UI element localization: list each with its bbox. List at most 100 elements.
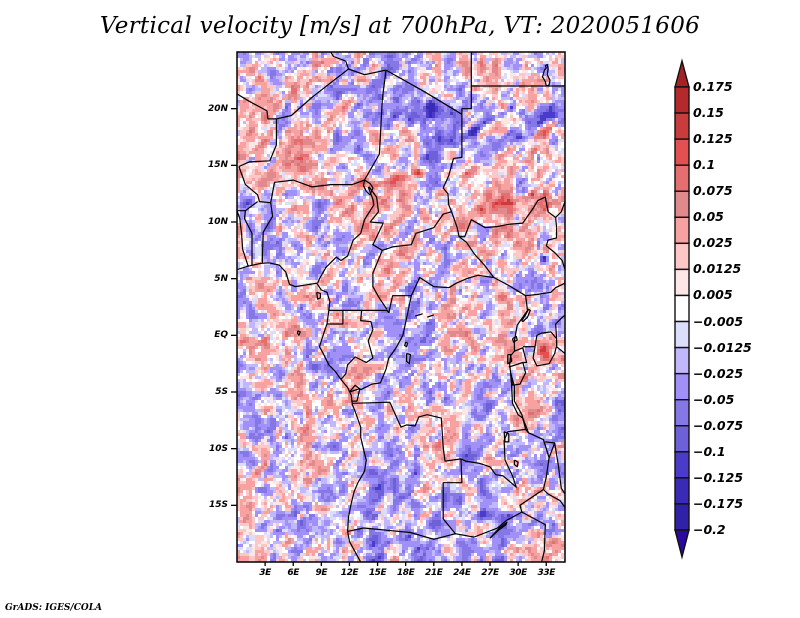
field-cell xyxy=(285,169,289,173)
field-cell xyxy=(348,142,352,146)
field-cell xyxy=(372,184,376,188)
field-cell xyxy=(390,91,394,95)
field-cell xyxy=(357,139,361,143)
field-cell xyxy=(330,181,334,185)
field-cell xyxy=(237,70,241,74)
field-cell xyxy=(465,148,469,152)
field-cell xyxy=(486,85,490,89)
field-cell xyxy=(480,67,484,71)
field-cell xyxy=(243,175,247,179)
field-cell xyxy=(552,157,556,161)
field-cell xyxy=(285,142,289,146)
field-cell xyxy=(555,160,559,164)
field-cell xyxy=(261,163,265,167)
field-cell xyxy=(342,100,346,104)
field-cell xyxy=(486,115,490,119)
field-cell xyxy=(399,103,403,107)
field-cell xyxy=(459,154,463,158)
field-cell xyxy=(540,178,544,182)
field-cell xyxy=(396,76,400,80)
field-cell xyxy=(342,151,346,155)
field-cell xyxy=(363,124,367,128)
field-cell xyxy=(516,145,520,149)
field-cell xyxy=(435,58,439,62)
field-cell xyxy=(342,184,346,188)
field-cell xyxy=(354,184,358,188)
field-cell xyxy=(534,124,538,128)
field-cell xyxy=(408,121,412,125)
field-cell xyxy=(312,55,316,59)
field-cell xyxy=(270,67,274,71)
field-cell xyxy=(474,115,478,119)
field-cell xyxy=(243,154,247,158)
field-cell xyxy=(447,73,451,77)
field-cell xyxy=(336,145,340,149)
field-cell xyxy=(528,64,532,68)
field-cell xyxy=(501,160,505,164)
field-cell xyxy=(345,163,349,167)
field-cell xyxy=(396,61,400,65)
field-cell xyxy=(522,127,526,131)
field-cell xyxy=(465,97,469,101)
field-cell xyxy=(399,172,403,176)
field-cell xyxy=(336,169,340,173)
field-cell xyxy=(270,124,274,128)
field-cell xyxy=(483,139,487,143)
field-cell xyxy=(561,64,565,68)
field-cell xyxy=(504,67,508,71)
field-cell xyxy=(438,175,442,179)
field-cell xyxy=(297,118,301,122)
field-cell xyxy=(501,67,505,71)
field-cell xyxy=(330,124,334,128)
field-cell xyxy=(423,151,427,155)
field-cell xyxy=(378,55,382,59)
field-cell xyxy=(543,91,547,95)
field-cell xyxy=(387,157,391,161)
field-cell xyxy=(372,181,376,185)
field-cell xyxy=(366,136,370,140)
field-cell xyxy=(396,124,400,128)
field-cell xyxy=(249,118,253,122)
field-cell xyxy=(408,67,412,71)
field-cell xyxy=(525,121,529,125)
field-cell xyxy=(447,88,451,92)
field-cell xyxy=(534,181,538,185)
field-cell xyxy=(501,145,505,149)
field-cell xyxy=(324,178,328,182)
field-cell xyxy=(255,91,259,95)
field-cell xyxy=(405,139,409,143)
field-cell xyxy=(558,148,562,152)
field-cell xyxy=(528,79,532,83)
field-cell xyxy=(312,73,316,77)
field-cell xyxy=(435,55,439,59)
field-cell xyxy=(447,148,451,152)
field-cell xyxy=(324,73,328,77)
field-cell xyxy=(348,130,352,134)
field-cell xyxy=(468,73,472,77)
field-cell xyxy=(372,100,376,104)
field-cell xyxy=(393,88,397,92)
field-cell xyxy=(288,145,292,149)
field-cell xyxy=(288,136,292,140)
field-cell xyxy=(351,163,355,167)
field-cell xyxy=(279,67,283,71)
field-cell xyxy=(420,142,424,146)
field-cell xyxy=(510,184,514,188)
field-cell xyxy=(408,109,412,113)
field-cell xyxy=(405,67,409,71)
field-cell xyxy=(414,115,418,119)
field-cell xyxy=(537,178,541,182)
field-cell xyxy=(282,163,286,167)
field-cell xyxy=(276,106,280,110)
field-cell xyxy=(306,130,310,134)
field-cell xyxy=(543,160,547,164)
field-cell xyxy=(399,175,403,179)
field-cell xyxy=(333,88,337,92)
field-cell xyxy=(258,181,262,185)
field-cell xyxy=(384,136,388,140)
field-cell xyxy=(429,70,433,74)
field-cell xyxy=(513,70,517,74)
field-cell xyxy=(342,109,346,113)
field-cell xyxy=(390,133,394,137)
field-cell xyxy=(408,73,412,77)
